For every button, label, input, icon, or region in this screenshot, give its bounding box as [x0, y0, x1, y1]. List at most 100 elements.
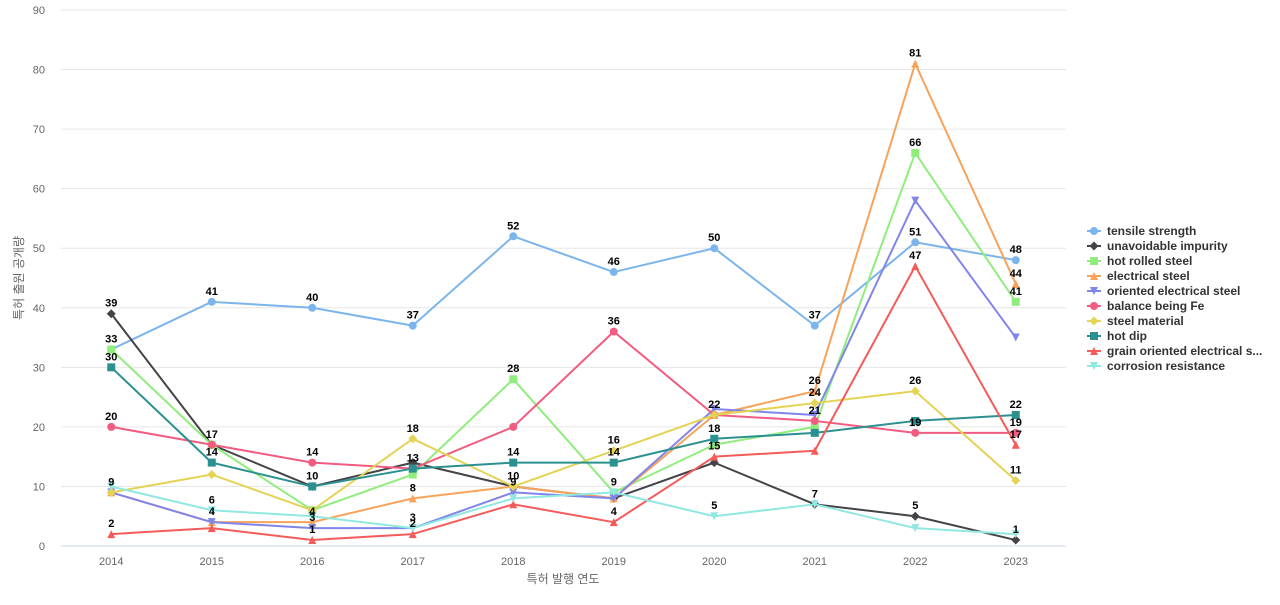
data-point [308, 512, 317, 521]
data-label: 66 [909, 137, 921, 149]
series-line [111, 265, 1017, 542]
data-label: 19 [1010, 417, 1022, 429]
data-point [509, 500, 518, 509]
data-label: 16 [608, 435, 620, 447]
data-label: 48 [1010, 244, 1022, 256]
y-tick-label: 30 [33, 362, 45, 374]
data-label: 6 [209, 494, 215, 506]
data-label: 1 [309, 524, 315, 536]
data-point [1011, 428, 1020, 437]
legend-item[interactable]: oriented electrical steel [1087, 284, 1240, 298]
y-tick-label: 50 [33, 243, 45, 255]
data-label: 4 [209, 506, 216, 518]
data-point [107, 363, 116, 372]
data-label: 11 [1010, 464, 1022, 476]
y-tick-label: 10 [33, 481, 45, 493]
data-label: 1 [1013, 524, 1019, 536]
data-label: 40 [306, 292, 318, 304]
data-point [1011, 279, 1020, 288]
legend-marker [1090, 302, 1098, 310]
legend-item[interactable]: unavoidable impurity [1087, 239, 1228, 253]
data-point [911, 238, 920, 247]
data-label: 14 [306, 447, 319, 459]
data-point [207, 440, 216, 449]
data-point [509, 458, 518, 467]
data-label: 21 [809, 405, 821, 417]
data-point [911, 148, 920, 157]
data-label: 5 [711, 500, 717, 512]
legend-marker [1090, 287, 1098, 295]
data-label: 46 [608, 256, 620, 268]
series-9 [107, 482, 1020, 539]
data-label: 9 [108, 476, 114, 488]
x-tick-label: 2022 [903, 556, 927, 568]
data-point [308, 482, 317, 491]
data-label: 47 [909, 250, 921, 262]
data-label: 22 [1010, 399, 1022, 411]
data-point [710, 244, 719, 253]
data-point [710, 405, 719, 414]
data-label: 36 [608, 316, 620, 328]
data-point [810, 398, 820, 408]
legend-label: unavoidable impurity [1107, 239, 1228, 253]
legend-label: electrical steel [1107, 269, 1190, 283]
data-point [810, 387, 819, 396]
legend-item[interactable]: hot rolled steel [1087, 254, 1192, 268]
x-tick-label: 2016 [300, 556, 324, 568]
data-point [1011, 410, 1020, 419]
series-8 [107, 262, 1020, 545]
data-label: 37 [809, 310, 821, 322]
legend-item[interactable]: corrosion resistance [1087, 359, 1225, 373]
data-point [308, 458, 317, 467]
legend-item[interactable]: balance being Fe [1087, 299, 1205, 313]
data-point [207, 458, 216, 467]
data-point [910, 386, 920, 396]
series-line [110, 151, 1017, 512]
series-line [110, 235, 1016, 351]
legend-marker [1090, 347, 1098, 355]
y-tick-label: 0 [39, 541, 45, 553]
data-point [509, 494, 518, 503]
data-label: 26 [909, 375, 921, 387]
data-label: 20 [105, 411, 117, 423]
y-axis-ticks: 0 10 20 30 40 50 60 70 80 90 [33, 5, 45, 553]
data-label: 44 [1010, 268, 1023, 280]
x-tick-label: 2021 [803, 556, 827, 568]
legend-item[interactable]: electrical steel [1087, 269, 1190, 283]
data-point [408, 494, 417, 503]
data-label: 17 [206, 429, 218, 441]
data-point [308, 303, 317, 312]
data-point [609, 327, 618, 336]
data-label: 19 [909, 417, 921, 429]
legend-marker [1089, 241, 1099, 251]
legend-label: corrosion resistance [1107, 359, 1225, 373]
data-label: 18 [708, 423, 720, 435]
data-label: 39 [105, 298, 117, 310]
series-line [110, 366, 1016, 488]
data-point [910, 511, 920, 521]
series-line [111, 485, 1016, 536]
legend-label: hot dip [1107, 329, 1147, 343]
data-point [609, 446, 619, 456]
data-label: 10 [507, 470, 519, 482]
x-tick-label: 2014 [99, 556, 123, 568]
x-tick-label: 2015 [200, 556, 224, 568]
y-tick-label: 70 [33, 124, 45, 136]
legend-marker [1090, 362, 1098, 370]
y-tick-label: 90 [33, 5, 45, 17]
legend-item[interactable]: tensile strength [1087, 224, 1196, 238]
legend-item[interactable]: steel material [1087, 314, 1184, 328]
data-point [408, 434, 418, 444]
x-tick-label: 2017 [401, 556, 425, 568]
legend-item[interactable]: grain oriented electrical s... [1087, 344, 1262, 358]
data-label: 50 [708, 232, 720, 244]
data-point [609, 518, 618, 527]
y-tick-label: 60 [33, 184, 45, 196]
data-point [911, 524, 920, 533]
data-point [609, 494, 618, 503]
x-axis-ticks: 2014 2015 2016 2017 2018 2019 2020 2021 2022 2023 [99, 556, 1028, 568]
legend-item[interactable]: hot dip [1087, 329, 1147, 343]
data-point [509, 375, 518, 384]
